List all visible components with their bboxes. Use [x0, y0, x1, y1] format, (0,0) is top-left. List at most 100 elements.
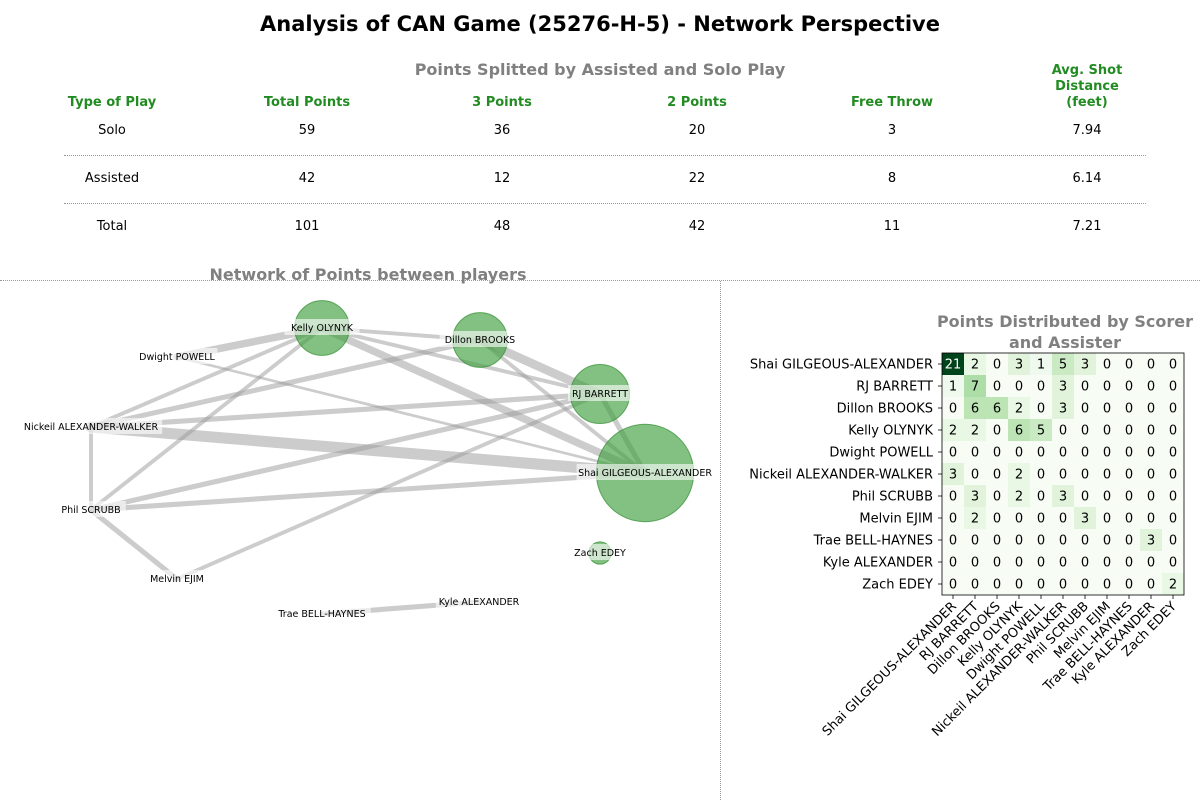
- heatmap-cell: [1074, 463, 1096, 485]
- heatmap-cell-label: 0: [949, 534, 957, 549]
- heatmap-cell-label: 3: [971, 490, 979, 505]
- heatmap-cell: [1074, 353, 1096, 375]
- row-divider: [64, 203, 1146, 204]
- heatmap-cell: [1140, 375, 1162, 397]
- heatmap-cell-label: 0: [949, 490, 957, 505]
- heatmap-cell-label: 0: [949, 446, 957, 461]
- header-avg-line-2: Distance: [1055, 79, 1119, 94]
- heatmap-cell: [1140, 573, 1162, 595]
- heatmap-cell-label: 0: [1015, 380, 1023, 395]
- heatmap-cell: [964, 485, 986, 507]
- section-divider-horizontal: [0, 280, 1200, 281]
- heatmap-cell: [1162, 397, 1184, 419]
- heatmap-cell: [1030, 375, 1052, 397]
- network-label-bg: [568, 385, 632, 401]
- heatmap-cell: [1118, 419, 1140, 441]
- heatmap-cell: [986, 507, 1008, 529]
- heatmap-title-line-1: Points Distributed by Scorer: [936, 312, 1194, 331]
- heatmap-cell-label: 0: [1059, 424, 1067, 439]
- table-cell-two: 42: [688, 219, 706, 234]
- heatmap-cell-label: 0: [1037, 402, 1045, 417]
- heatmap-cell-label: 0: [1125, 578, 1133, 593]
- heatmap-cell-label: 0: [1103, 490, 1111, 505]
- heatmap-cell: [1096, 441, 1118, 463]
- heatmap-cell: [1008, 529, 1030, 551]
- heatmap-cell-label: 0: [1169, 380, 1177, 395]
- heatmap-cell: [1030, 573, 1052, 595]
- header-avg-shot-distance: Avg. Shot Distance (feet): [997, 63, 1177, 111]
- heatmap-cell-label: 0: [1037, 468, 1045, 483]
- heatmap-cell-label: 0: [1169, 468, 1177, 483]
- heatmap-cell-label: 0: [949, 512, 957, 527]
- heatmap-column-label: Melvin EJIM: [1051, 599, 1114, 662]
- heatmap-cell-label: 0: [1147, 468, 1155, 483]
- heatmap-cell: [1074, 375, 1096, 397]
- heatmap-cell-label: 0: [1015, 556, 1023, 571]
- heatmap-cell: [986, 397, 1008, 419]
- heatmap-cell: [1008, 375, 1030, 397]
- heatmap-cell: [1008, 397, 1030, 419]
- heatmap-cell-label: 0: [1103, 578, 1111, 593]
- heatmap-cell: [942, 507, 964, 529]
- heatmap-cell: [1052, 353, 1074, 375]
- heatmap-row-label: Zach EDEY: [862, 578, 933, 593]
- heatmap-cell: [964, 551, 986, 573]
- heatmap-cell: [1074, 551, 1096, 573]
- row-divider: [64, 155, 1146, 156]
- heatmap-cell-label: 0: [993, 556, 1001, 571]
- heatmap-cell: [1052, 573, 1074, 595]
- heatmap-row-label: Shai GILGEOUS-ALEXANDER: [750, 358, 933, 373]
- heatmap-cell-label: 0: [1015, 534, 1023, 549]
- network-label-bg: [136, 348, 218, 364]
- heatmap-cell-label: 2: [1169, 578, 1177, 593]
- header-type-of-play: Type of Play: [67, 95, 157, 110]
- network-edge: [85, 421, 651, 479]
- network-label-bg: [439, 331, 521, 347]
- heatmap-cell-label: 0: [1169, 512, 1177, 527]
- heatmap-row-labels: Shai GILGEOUS-ALEXANDER RJ BARRETT Dillon …: [749, 358, 942, 593]
- heatmap-title: Points Distributed by Scorer and Assiste…: [900, 311, 1200, 353]
- heatmap-cells: 21 2 0 3 1 5 3 0 0 0 01 7 0 0 0 3 0 0 0 0 00 6 6 2 0 3 0 0 0 0 02 2 0 6 5 0…: [942, 353, 1184, 595]
- heatmap-cell-label: 0: [1081, 380, 1089, 395]
- heatmap-cell: [964, 375, 986, 397]
- heatmap-cell: [1052, 551, 1074, 573]
- network-label-bg: [273, 605, 371, 621]
- heatmap-cell: [1030, 441, 1052, 463]
- heatmap-cell-label: 0: [971, 578, 979, 593]
- network-node-label: Kelly OLYNYK: [291, 323, 354, 334]
- network-label-bg: [19, 418, 163, 434]
- network-node-label: Kyle ALEXANDER: [439, 597, 520, 608]
- heatmap-cell-label: 0: [1037, 380, 1045, 395]
- heatmap-cell-label: 0: [1125, 490, 1133, 505]
- heatmap-cell: [1052, 397, 1074, 419]
- heatmap-cell: [1162, 573, 1184, 595]
- network-edge: [175, 392, 602, 581]
- heatmap-cell-label: 0: [1059, 468, 1067, 483]
- heatmap-cell-label: 0: [1103, 534, 1111, 549]
- network-label-bg: [576, 464, 714, 480]
- heatmap-cell: [986, 551, 1008, 573]
- table-cell-total: 42: [298, 171, 316, 186]
- heatmap-cell: [1162, 441, 1184, 463]
- heatmap-cell-label: 2: [949, 424, 957, 439]
- heatmap-cell-label: 0: [1147, 512, 1155, 527]
- network-edge: [320, 326, 602, 396]
- heatmap-cell-label: 0: [1037, 512, 1045, 527]
- heatmap-cell: [1096, 529, 1118, 551]
- heatmap-cell: [964, 441, 986, 463]
- heatmap-cell: [1030, 551, 1052, 573]
- heatmap-cell-label: 0: [993, 512, 1001, 527]
- heatmap-column-label: Dwight POWELL: [964, 599, 1048, 683]
- heatmap-cell-label: 3: [949, 468, 957, 483]
- heatmap-cell: [986, 485, 1008, 507]
- heatmap-cell: [1118, 529, 1140, 551]
- table-cell-ft: 3: [887, 123, 897, 138]
- heatmap-cell: [942, 463, 964, 485]
- heatmap-cell: [1052, 463, 1074, 485]
- heatmap-cell: [1162, 353, 1184, 375]
- heatmap-cell: [1052, 375, 1074, 397]
- heatmap-cell-label: 0: [1081, 578, 1089, 593]
- heatmap-cell-label: 0: [1037, 446, 1045, 461]
- heatmap-cell: [1140, 507, 1162, 529]
- heatmap-cell: [986, 463, 1008, 485]
